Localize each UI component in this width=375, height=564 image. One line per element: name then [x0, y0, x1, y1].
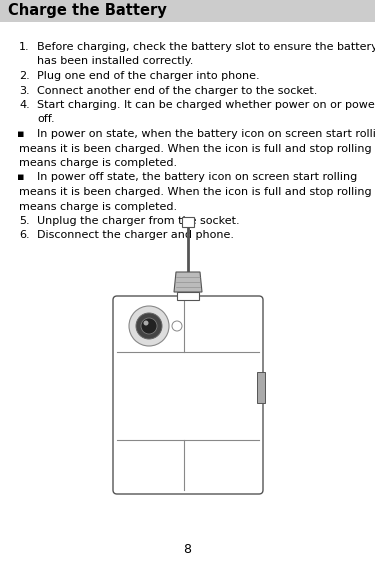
Text: means charge is completed.: means charge is completed. — [19, 201, 177, 212]
Polygon shape — [174, 272, 202, 292]
Text: In power on state, when the battery icon on screen start rolling: In power on state, when the battery icon… — [37, 129, 375, 139]
Bar — [257, 372, 265, 403]
Text: means it is been charged. When the icon is full and stop rolling: means it is been charged. When the icon … — [19, 187, 372, 197]
Circle shape — [136, 313, 162, 339]
Text: Charge the Battery: Charge the Battery — [8, 3, 167, 19]
Text: Plug one end of the charger into phone.: Plug one end of the charger into phone. — [37, 71, 260, 81]
Text: 2.: 2. — [19, 71, 30, 81]
FancyBboxPatch shape — [113, 296, 263, 494]
Text: means charge is completed.: means charge is completed. — [19, 158, 177, 168]
Text: 1.: 1. — [19, 42, 30, 52]
Text: has been installed correctly.: has been installed correctly. — [37, 56, 194, 67]
Circle shape — [129, 306, 169, 346]
Text: 4.: 4. — [19, 100, 30, 110]
Text: Connect another end of the charger to the socket.: Connect another end of the charger to th… — [37, 86, 317, 95]
Text: 6.: 6. — [19, 231, 30, 240]
Bar — [0, 0, 375, 22]
Bar — [182, 217, 194, 227]
Bar — [177, 292, 199, 300]
Text: 5.: 5. — [19, 216, 30, 226]
Text: off.: off. — [37, 114, 55, 125]
Text: In power off state, the battery icon on screen start rolling: In power off state, the battery icon on … — [37, 173, 357, 183]
Text: Unplug the charger from the socket.: Unplug the charger from the socket. — [37, 216, 240, 226]
Circle shape — [144, 320, 148, 325]
Circle shape — [141, 318, 157, 334]
Text: 8: 8 — [183, 543, 192, 556]
Text: Disconnect the charger and phone.: Disconnect the charger and phone. — [37, 231, 234, 240]
Text: Before charging, check the battery slot to ensure the battery: Before charging, check the battery slot … — [37, 42, 375, 52]
Text: ▪: ▪ — [17, 129, 24, 139]
Text: Start charging. It can be charged whether power on or power: Start charging. It can be charged whethe… — [37, 100, 375, 110]
Text: 3.: 3. — [19, 86, 30, 95]
Text: ▪: ▪ — [17, 173, 24, 183]
Text: means it is been charged. When the icon is full and stop rolling: means it is been charged. When the icon … — [19, 143, 372, 153]
